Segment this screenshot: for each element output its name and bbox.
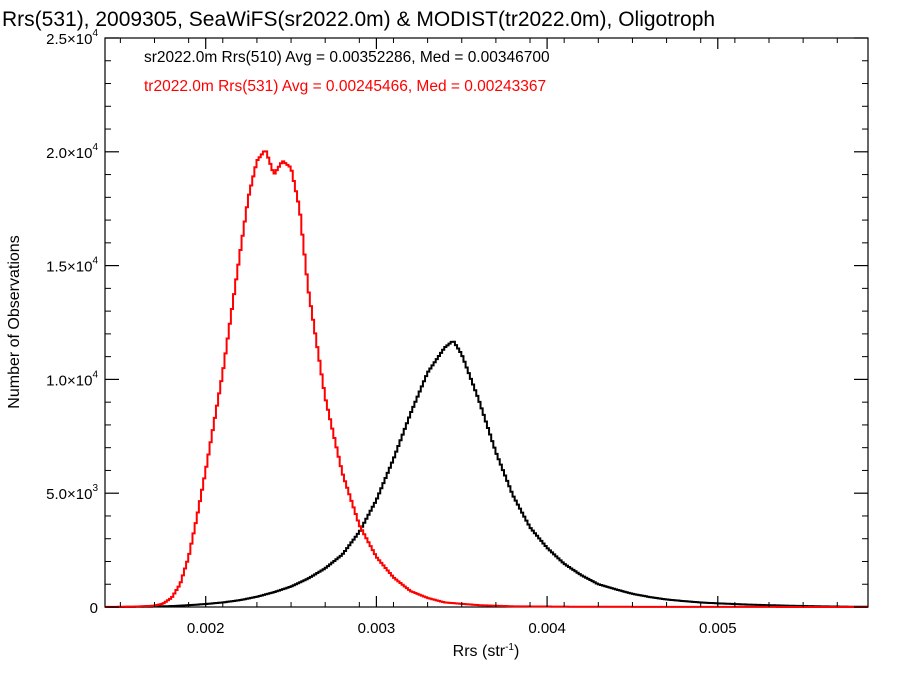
plot-frame (104, 37, 869, 608)
y-tick-label-4: 2.0×104 (46, 142, 98, 162)
x-axis-label-text: Rrs (str (453, 643, 506, 660)
series-0-histogram (105, 340, 868, 608)
x-axis-label-exponent: -1 (505, 642, 514, 653)
series-1-histogram (105, 150, 868, 608)
y-tick-label-0: 0 (90, 600, 98, 617)
x-tick-label-1: 0.003 (358, 620, 396, 637)
x-tick-label-2: 0.004 (528, 620, 566, 637)
y-tick-label-5: 2.5×104 (46, 28, 98, 48)
chart-title: Rrs(531), 2009305, SeaWiFS(sr2022.0m) & … (2, 8, 715, 31)
legend: sr2022.0m Rrs(510) Avg = 0.00352286, Med… (144, 49, 550, 95)
y-axis: 0 5.0×103 1.0×104 1.5×104 2.0×104 2.5×104 (46, 28, 868, 617)
x-tick-label-0: 0.002 (187, 620, 225, 637)
series-layer (105, 150, 868, 608)
y-tick-label-2: 1.0×104 (46, 369, 98, 389)
annotation-sr2022: sr2022.0m Rrs(510) Avg = 0.00352286, Med… (144, 49, 550, 66)
x-tick-label-3: 0.005 (699, 620, 737, 637)
annotation-tr2022: tr2022.0m Rrs(531) Avg = 0.00245466, Med… (144, 78, 546, 95)
y-axis-label: Number of Observations (6, 235, 23, 408)
y-tick-label-3: 1.5×104 (46, 256, 98, 276)
y-tick-label-1: 5.0×103 (46, 483, 98, 503)
x-axis-label: Rrs (str-1) (453, 642, 520, 660)
x-axis: 0.002 0.003 0.004 0.005 (119, 38, 838, 637)
x-axis-label-tail: ) (514, 643, 519, 660)
